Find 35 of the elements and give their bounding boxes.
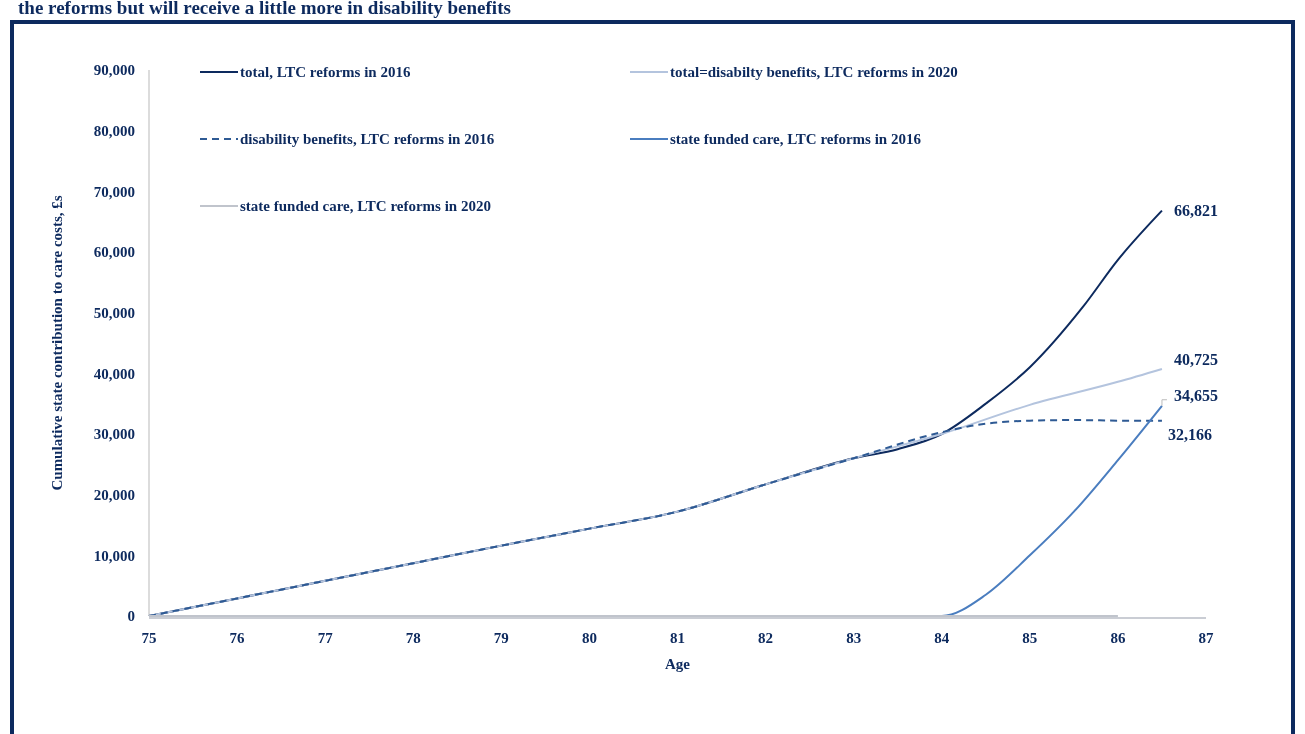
chart-title: the reforms but will receive a little more in disability benefits — [18, 0, 511, 18]
data-label: 32,166 — [1167, 426, 1212, 444]
data-label: 66,821 — [1173, 202, 1218, 220]
y-tick-label: 20,000 — [93, 486, 135, 503]
data-label: 34,655 — [1173, 387, 1218, 405]
y-tick-label: 50,000 — [93, 304, 135, 321]
legend-label: state funded care, LTC reforms in 2016 — [670, 131, 922, 148]
x-tick-label: 83 — [846, 630, 862, 646]
y-tick-label: 60,000 — [93, 244, 135, 261]
x-tick-label: 76 — [229, 630, 246, 646]
x-tick-label: 82 — [758, 630, 774, 646]
x-tick-label: 86 — [1110, 630, 1126, 646]
y-tick-label: 70,000 — [93, 183, 135, 200]
legend-label: state funded care, LTC reforms in 2020 — [240, 198, 491, 215]
y-tick-label: 80,000 — [93, 122, 135, 139]
x-tick-label: 81 — [670, 630, 685, 646]
y-axis-title: Cumulative state contribution to care costs, £s — [49, 195, 65, 491]
legend-label: disability benefits, LTC reforms in 2016 — [240, 131, 495, 148]
x-tick-label: 77 — [317, 630, 334, 646]
y-tick-label: 40,000 — [93, 365, 135, 382]
y-tick-label: 30,000 — [93, 426, 135, 443]
data-label: 40,725 — [1173, 350, 1218, 368]
x-tick-label: 79 — [493, 630, 509, 646]
y-tick-label: 90,000 — [93, 62, 135, 79]
x-axis-title: Age — [665, 656, 691, 672]
x-tick-label: 80 — [581, 630, 597, 646]
x-tick-label: 78 — [405, 630, 421, 646]
y-tick-label: 0 — [127, 608, 135, 625]
x-tick-label: 87 — [1198, 630, 1214, 646]
legend-label: total, LTC reforms in 2016 — [240, 64, 411, 81]
x-tick-label: 75 — [141, 630, 157, 646]
legend-label: total=disabilty benefits, LTC reforms in 2020 — [670, 64, 958, 81]
x-tick-label: 85 — [1022, 630, 1038, 646]
y-tick-label: 10,000 — [93, 547, 135, 564]
x-tick-label: 84 — [934, 630, 950, 646]
